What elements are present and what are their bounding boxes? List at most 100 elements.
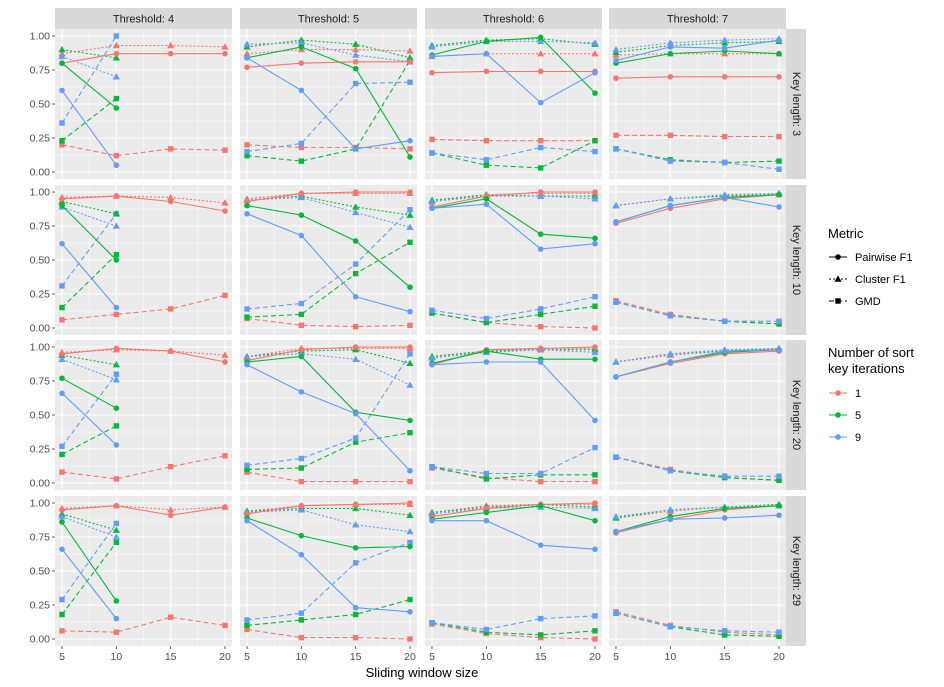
series [429,144,598,163]
data-point [721,45,728,52]
data-point [537,615,544,622]
data-point [222,359,228,365]
data-point [666,39,674,46]
data-point [59,138,65,144]
row-strip: Key length: 10 [786,185,806,335]
data-point [407,308,413,315]
series [244,429,413,473]
series-line [61,195,226,204]
data-point [113,33,120,39]
data-point [113,629,120,635]
data-point [429,463,435,470]
series-line [246,517,411,549]
data-point [298,610,305,616]
data-point [352,293,359,300]
data-point [592,240,598,247]
row-strip: Key length: 29 [786,496,806,646]
data-point [483,50,490,57]
data-point [407,609,413,615]
series-line [615,349,780,378]
series [613,299,782,324]
data-point [113,311,120,318]
column-strip: Threshold: 4 [55,8,232,29]
data-point [59,283,65,289]
data-point [592,517,598,524]
data-point [221,43,229,50]
data-point [537,478,544,485]
data-point [167,198,174,205]
data-point [112,361,120,368]
series [429,517,598,553]
data-point [297,506,305,513]
y-tick-label: 0.00 [30,634,51,646]
series [244,202,413,291]
x-axis: 5 10 15 20 [429,646,601,663]
row-strip-bg [786,29,806,179]
series-line [431,140,596,169]
series-line [61,392,117,446]
y-tick-label: 1.00 [30,187,51,199]
data-point [537,634,544,641]
data-point [113,615,120,622]
data-point [58,52,66,60]
data-point [667,516,674,523]
data-point [407,79,413,85]
data-point [244,54,250,61]
legend-iteration-item: 9 [829,432,861,444]
data-point [113,423,120,429]
series [59,292,228,323]
panel-background [609,29,786,179]
series-line [432,520,596,550]
series-line [615,192,780,207]
legend-metric-item: Pairwise F1 [829,252,912,264]
data-point [352,611,359,618]
data-point [244,152,250,159]
series-line [246,209,411,310]
series-line [246,520,411,613]
series [244,344,413,364]
data-point [667,44,674,50]
series-line [431,203,596,250]
data-point [167,463,174,470]
data-point [112,41,120,49]
data-point [483,138,490,144]
data-point [407,59,413,65]
series-line [615,148,780,164]
data-point [298,353,305,360]
data-point [407,322,413,328]
data-point [298,60,305,66]
series [59,33,120,126]
data-point [721,318,728,324]
series-line [246,213,411,313]
data-point [58,513,66,520]
data-point [407,284,413,291]
data-point [167,193,175,201]
data-point [537,632,544,638]
series-line [431,53,595,57]
series-line [431,36,596,94]
data-point [776,502,782,509]
data-point [298,322,305,328]
series-line [615,40,780,53]
series-line [431,505,596,522]
data-point [592,148,598,155]
series [244,189,413,205]
series [59,453,228,482]
data-point [59,317,65,323]
legend-metric-label: Cluster F1 [855,274,906,286]
panel-background [609,185,786,335]
data-point [666,195,674,202]
data-point [407,137,413,144]
data-point [352,208,360,216]
panel-background [425,29,602,179]
series-line [431,466,595,480]
data-point [592,69,598,76]
data-point [721,194,728,201]
series-line [61,55,117,78]
panel [243,36,414,164]
y-axis: 0.00 0.25 0.50 0.75 1.00 [30,187,55,335]
series-line [615,50,780,64]
data-point [666,350,674,357]
data-point [721,348,728,354]
series-line [61,505,226,516]
